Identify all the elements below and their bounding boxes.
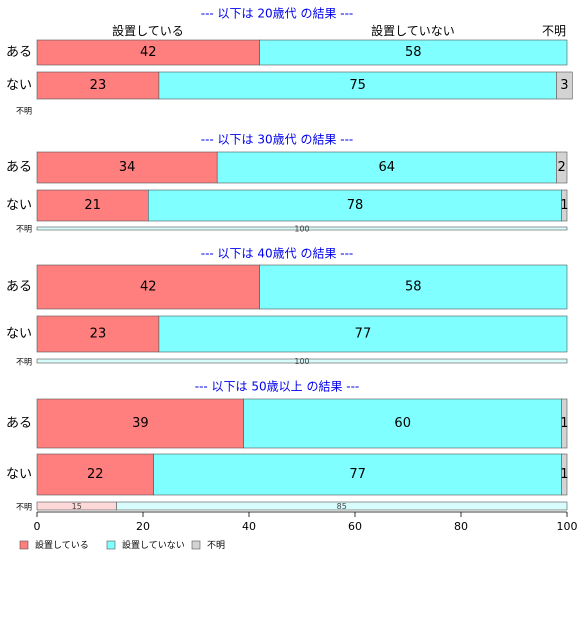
panel-title: --- 以下は 50歳以上 の結果 --- bbox=[195, 380, 360, 394]
bar-segment bbox=[148, 189, 562, 222]
bar-segment bbox=[153, 453, 563, 496]
data-label: 23 bbox=[90, 327, 107, 342]
data-label: 42 bbox=[140, 45, 157, 60]
x-tick-label: 40 bbox=[242, 520, 256, 533]
legend-label: 不明 bbox=[207, 540, 225, 551]
bar-segment bbox=[36, 358, 568, 364]
data-label: 23 bbox=[90, 78, 107, 93]
row-label: ない bbox=[6, 198, 32, 213]
x-tick-label: 0 bbox=[34, 520, 41, 533]
legend-label: 設置している bbox=[35, 539, 89, 551]
data-label: 1 bbox=[560, 467, 568, 482]
x-tick-label: 20 bbox=[136, 520, 150, 533]
row-label: 不明 bbox=[16, 225, 32, 234]
row-label: ない bbox=[6, 78, 32, 93]
bar-segment bbox=[36, 453, 154, 496]
bar-segment bbox=[158, 71, 557, 100]
row-label: ある bbox=[6, 416, 32, 431]
column-header: 設置していない bbox=[371, 23, 455, 38]
data-label: 39 bbox=[132, 416, 149, 431]
bar-segment bbox=[561, 398, 568, 449]
bar-segment bbox=[243, 398, 562, 449]
legend-label: 設置していない bbox=[122, 539, 185, 551]
data-label: 75 bbox=[349, 78, 366, 93]
bar-segment bbox=[158, 315, 568, 353]
data-label: 42 bbox=[140, 280, 157, 295]
data-label: 1 bbox=[560, 416, 568, 431]
data-label: 58 bbox=[405, 280, 422, 295]
panel-title: --- 以下は 40歳代 の結果 --- bbox=[201, 247, 354, 261]
data-label: 77 bbox=[355, 327, 372, 342]
bar-segment bbox=[36, 264, 260, 310]
row-label: ない bbox=[6, 327, 32, 342]
bar-segment bbox=[259, 39, 568, 66]
bar-segment bbox=[36, 226, 568, 231]
bar-segment bbox=[259, 264, 568, 310]
data-label: 1 bbox=[560, 198, 568, 213]
column-header: 不明 bbox=[542, 24, 566, 38]
data-label: 64 bbox=[379, 160, 396, 175]
data-label: 100 bbox=[294, 357, 309, 366]
bar-segment bbox=[561, 189, 568, 222]
row-label: 不明 bbox=[16, 107, 32, 116]
x-tick-label: 60 bbox=[348, 520, 362, 533]
column-header: 設置している bbox=[112, 23, 184, 38]
bar-segment bbox=[36, 315, 160, 353]
legend-swatch bbox=[19, 540, 29, 550]
bar-segment bbox=[36, 398, 244, 449]
data-label: 21 bbox=[84, 198, 101, 213]
data-label: 78 bbox=[347, 198, 364, 213]
data-label: 77 bbox=[349, 467, 366, 482]
legend-swatch bbox=[191, 540, 201, 550]
x-tick-label: 100 bbox=[557, 520, 578, 533]
data-label: 60 bbox=[394, 416, 411, 431]
data-label: 58 bbox=[405, 45, 422, 60]
bar-segment bbox=[36, 151, 218, 184]
bar-segment bbox=[216, 151, 557, 184]
panel-title: --- 以下は 20歳代 の結果 --- bbox=[201, 7, 354, 21]
data-label: 3 bbox=[560, 78, 568, 93]
row-label: ある bbox=[6, 45, 32, 60]
row-label: 不明 bbox=[16, 503, 32, 512]
bar-segment bbox=[561, 453, 568, 496]
data-label: 100 bbox=[294, 225, 309, 234]
legend-swatch bbox=[106, 540, 116, 550]
bar-segment bbox=[36, 71, 160, 100]
bar-segment bbox=[36, 189, 149, 222]
x-tick-label: 80 bbox=[454, 520, 468, 533]
data-label: 85 bbox=[337, 502, 347, 511]
bar-segment bbox=[116, 501, 568, 511]
data-label: 34 bbox=[119, 160, 136, 175]
row-label: ある bbox=[6, 280, 32, 295]
row-label: 不明 bbox=[16, 358, 32, 367]
data-label: 15 bbox=[72, 502, 82, 511]
data-label: 22 bbox=[87, 467, 104, 482]
data-label: 2 bbox=[558, 160, 566, 175]
bar-segment bbox=[556, 151, 568, 184]
row-label: ある bbox=[6, 160, 32, 175]
bar-segment bbox=[556, 71, 573, 100]
row-label: ない bbox=[6, 467, 32, 482]
bar-segment bbox=[36, 39, 260, 66]
panel-title: --- 以下は 30歳代 の結果 --- bbox=[201, 133, 354, 147]
